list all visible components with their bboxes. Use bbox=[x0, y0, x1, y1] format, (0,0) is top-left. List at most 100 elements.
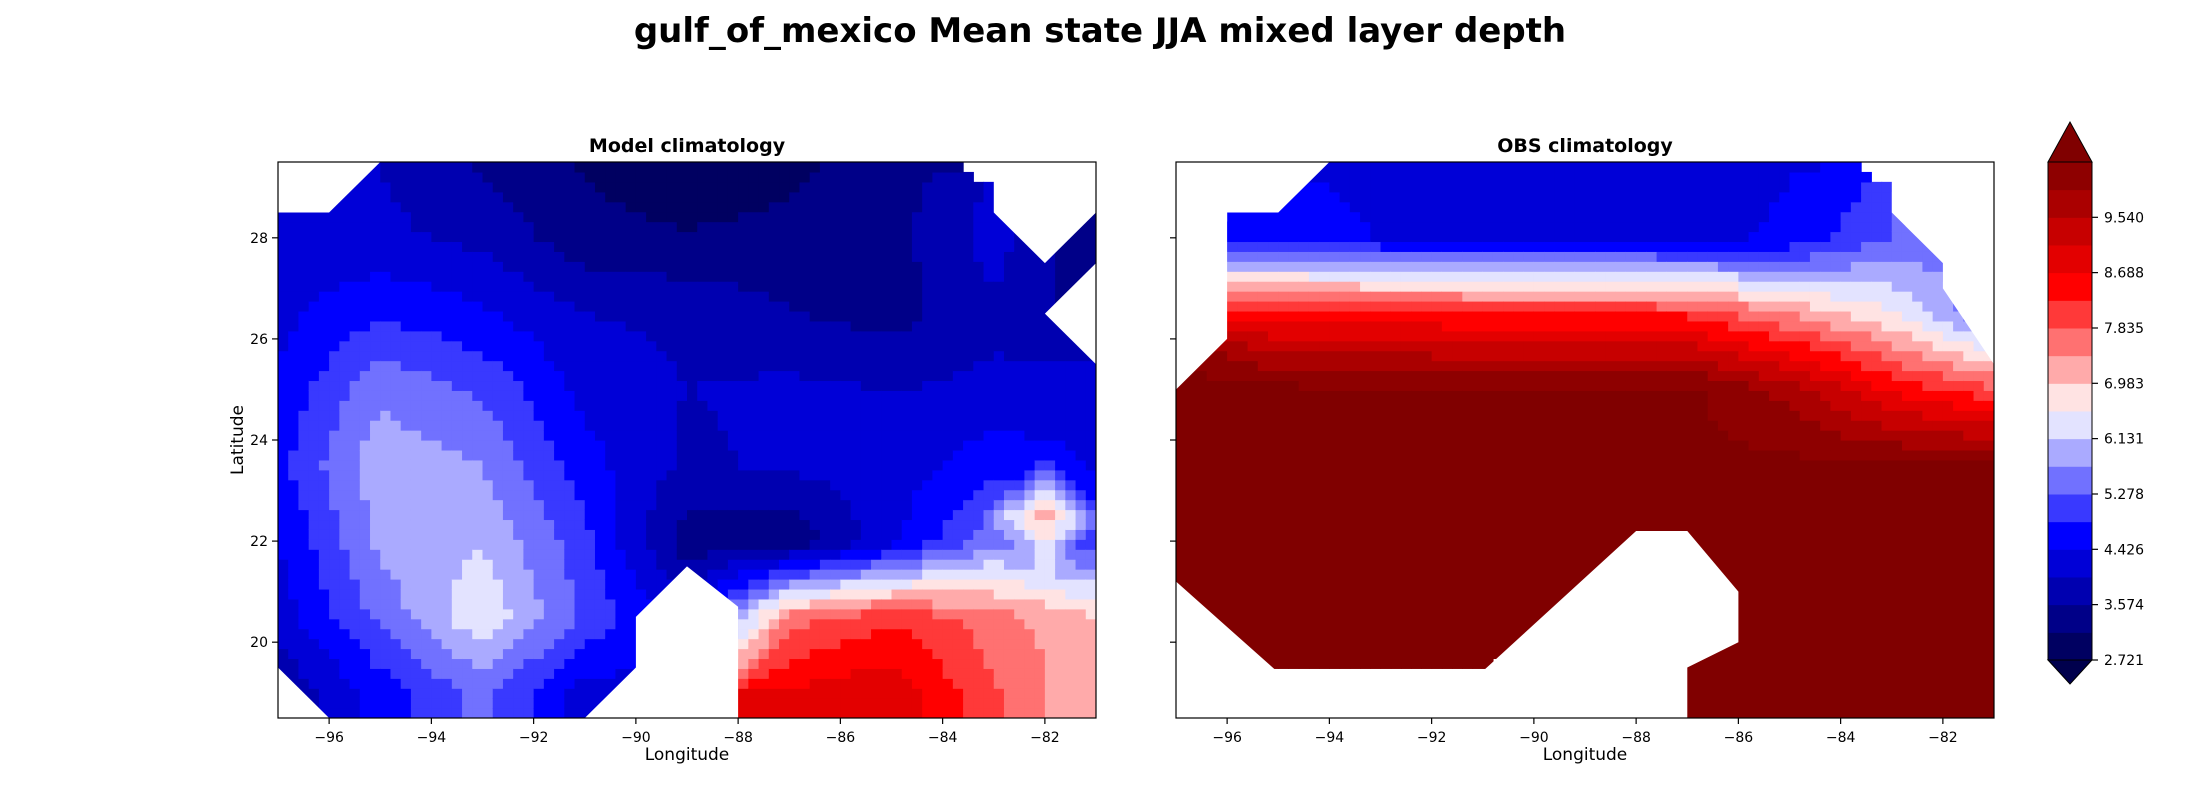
model-field-cell bbox=[952, 440, 964, 451]
model-field-cell bbox=[789, 668, 801, 679]
model-field-cell bbox=[533, 271, 545, 282]
model-field-cell bbox=[625, 191, 637, 203]
model-field-cell bbox=[779, 330, 790, 342]
model-field-cell bbox=[482, 360, 494, 372]
model-field-cell bbox=[370, 440, 381, 451]
model-field-cell bbox=[288, 469, 300, 481]
model-field-cell bbox=[543, 440, 555, 451]
obs-field-cell bbox=[1257, 251, 1269, 262]
model-field-cell bbox=[564, 211, 576, 223]
model-field-cell bbox=[809, 648, 821, 660]
model-field-cell bbox=[768, 638, 780, 650]
obs-field-cell bbox=[1288, 549, 1300, 560]
model-field-cell bbox=[472, 251, 484, 262]
obs-field-cell bbox=[1268, 301, 1279, 312]
obs-field-cell bbox=[1268, 638, 1279, 650]
model-field-cell bbox=[922, 171, 933, 183]
model-field-cell bbox=[952, 608, 964, 620]
model-field-cell bbox=[758, 648, 770, 660]
model-field-cell bbox=[758, 162, 770, 173]
model-field-cell bbox=[1075, 539, 1087, 550]
model-field-cell bbox=[584, 390, 596, 401]
model-field-cell bbox=[400, 191, 412, 203]
model-field-cell bbox=[1034, 688, 1046, 699]
model-field-cell bbox=[758, 499, 770, 511]
model-field-cell bbox=[1014, 261, 1026, 272]
model-field-cell bbox=[901, 638, 913, 650]
obs-field-cell bbox=[1186, 430, 1198, 441]
model-field-cell bbox=[656, 400, 668, 411]
model-field-cell bbox=[993, 598, 1005, 610]
model-field-cell bbox=[308, 350, 320, 362]
model-field-cell bbox=[410, 181, 422, 193]
model-field-cell bbox=[697, 162, 709, 173]
model-field-cell bbox=[380, 420, 392, 431]
model-field-cell bbox=[543, 380, 555, 391]
model-field-cell bbox=[1085, 509, 1096, 521]
obs-field-cell bbox=[1278, 539, 1290, 550]
model-field-cell bbox=[359, 291, 371, 302]
model-field-cell bbox=[594, 608, 606, 620]
model-field-cell bbox=[881, 618, 893, 630]
model-field-cell bbox=[1055, 539, 1066, 550]
obs-field-cell bbox=[1216, 509, 1228, 521]
model-field-cell bbox=[656, 162, 668, 173]
model-field-cell bbox=[370, 191, 381, 203]
model-field-cell bbox=[390, 678, 402, 689]
model-field-cell bbox=[687, 489, 698, 501]
obs-field-cell bbox=[1278, 618, 1290, 630]
model-field-cell bbox=[1014, 688, 1026, 699]
model-field-cell bbox=[564, 579, 576, 590]
model-field-cell bbox=[329, 281, 340, 292]
model-field-cell bbox=[523, 628, 535, 640]
model-field-cell bbox=[932, 271, 944, 282]
model-field-cell bbox=[410, 191, 422, 203]
model-field-cell bbox=[871, 171, 882, 183]
obs-field-cell bbox=[1237, 440, 1249, 451]
model-field-cell bbox=[850, 340, 862, 352]
model-field-cell bbox=[932, 588, 944, 600]
model-field-cell bbox=[533, 618, 545, 630]
model-field-cell bbox=[983, 291, 995, 302]
model-field-cell bbox=[1085, 539, 1096, 550]
model-field-cell bbox=[318, 221, 330, 233]
model-field-cell bbox=[298, 598, 310, 610]
model-field-cell bbox=[339, 231, 351, 243]
obs-field-cell bbox=[1186, 449, 1198, 461]
model-field-cell bbox=[738, 162, 749, 173]
model-field-cell bbox=[738, 628, 749, 640]
obs-field-cell bbox=[1186, 479, 1198, 491]
model-field-cell bbox=[431, 708, 443, 718]
model-field-cell bbox=[584, 598, 596, 610]
model-field-cell bbox=[339, 698, 351, 709]
obs-field-cell bbox=[1227, 380, 1238, 391]
model-field-cell bbox=[482, 539, 494, 550]
model-field-cell bbox=[574, 579, 586, 590]
model-field-cell bbox=[922, 191, 933, 203]
model-field-cell bbox=[871, 499, 882, 511]
model-field-cell bbox=[278, 479, 289, 491]
model-field-cell bbox=[1014, 628, 1026, 640]
model-field-cell bbox=[697, 539, 709, 550]
model-field-cell bbox=[492, 549, 504, 560]
model-field-cell bbox=[911, 370, 923, 382]
model-field-cell bbox=[819, 469, 831, 481]
model-field-cell bbox=[523, 201, 535, 213]
model-field-cell bbox=[819, 449, 831, 461]
model-field-cell bbox=[635, 579, 647, 590]
model-field-cell bbox=[932, 320, 944, 332]
model-field-cell bbox=[564, 658, 576, 669]
model-field-cell bbox=[1003, 231, 1015, 243]
model-field-cell bbox=[1075, 569, 1087, 580]
model-field-cell bbox=[278, 400, 289, 411]
model-field-cell bbox=[1003, 499, 1015, 511]
model-field-cell bbox=[421, 400, 432, 411]
model-field-cell bbox=[993, 440, 1005, 451]
model-field-cell bbox=[942, 370, 954, 382]
model-field-cell bbox=[799, 350, 811, 362]
model-field-cell bbox=[891, 201, 903, 213]
model-field-cell bbox=[400, 251, 412, 262]
obs-field-cell bbox=[1288, 579, 1300, 590]
model-field-cell bbox=[901, 241, 913, 252]
obs-field-cell bbox=[1186, 549, 1198, 560]
